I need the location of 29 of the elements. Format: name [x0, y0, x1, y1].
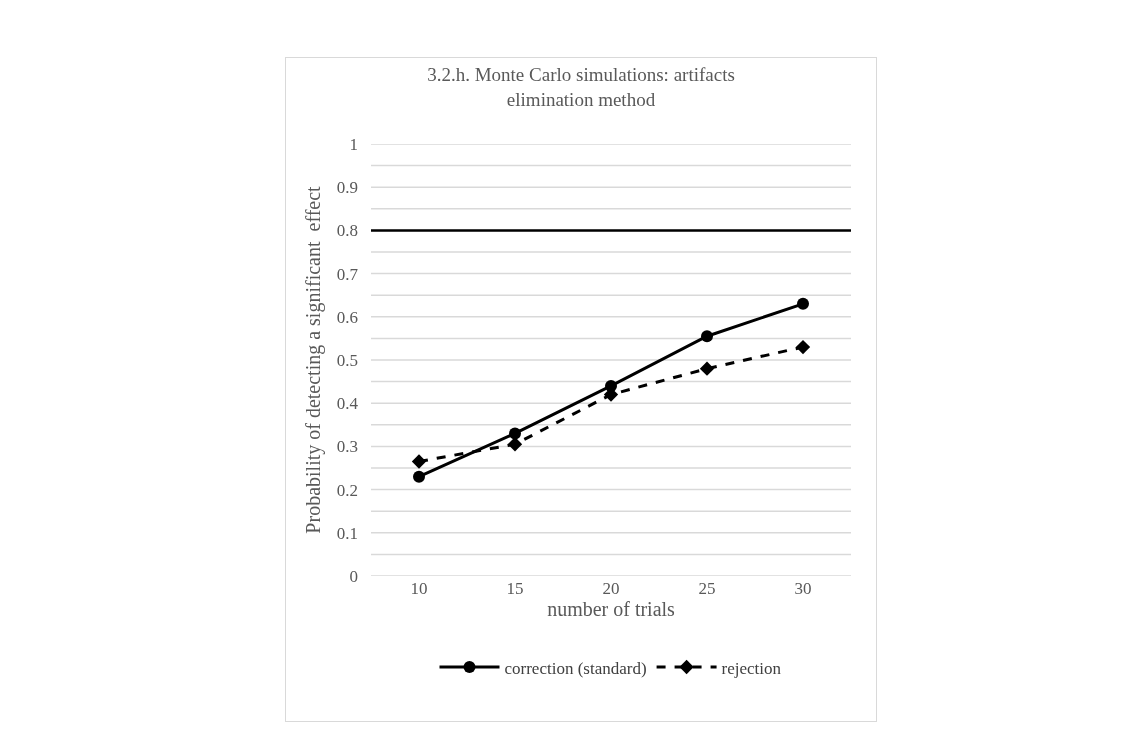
legend-label: rejection	[721, 658, 782, 678]
y-tick-label: 0.6	[336, 307, 358, 327]
y-tick-label: 0.1	[336, 523, 358, 543]
y-tick-label: 0.3	[336, 437, 358, 457]
y-axis-title: Probability of detecting a significant effect	[302, 185, 326, 534]
x-tick-label: 10	[410, 579, 428, 598]
y-tick-label: 0.4	[336, 394, 359, 414]
x-axis-title: number of trials	[547, 598, 676, 620]
y-tick-label: 0.2	[336, 480, 358, 500]
point	[699, 361, 715, 376]
point	[509, 427, 521, 440]
point	[413, 470, 425, 483]
y-tick-label: 0	[349, 566, 358, 586]
y-tick-label: 0.8	[336, 221, 358, 241]
x-tick-label: 15	[506, 579, 524, 598]
point	[411, 454, 427, 469]
x-tick-label: 20	[602, 579, 620, 598]
chart-title: 3.2.h. Monte Carlo simulations: artifacts elimination method	[427, 64, 735, 110]
y-tick-label: 0.7	[336, 264, 359, 284]
point	[701, 330, 713, 343]
y-tick-label: 1	[349, 134, 358, 154]
point	[797, 297, 809, 310]
x-tick-label: 25	[698, 579, 716, 598]
point	[507, 437, 523, 452]
x-tick-label: 30	[794, 579, 812, 598]
y-tick-label: 0.9	[336, 178, 358, 198]
legend-label: correction (standard)	[504, 658, 647, 678]
y-tick-label: 0.5	[336, 350, 358, 370]
point	[795, 339, 811, 355]
